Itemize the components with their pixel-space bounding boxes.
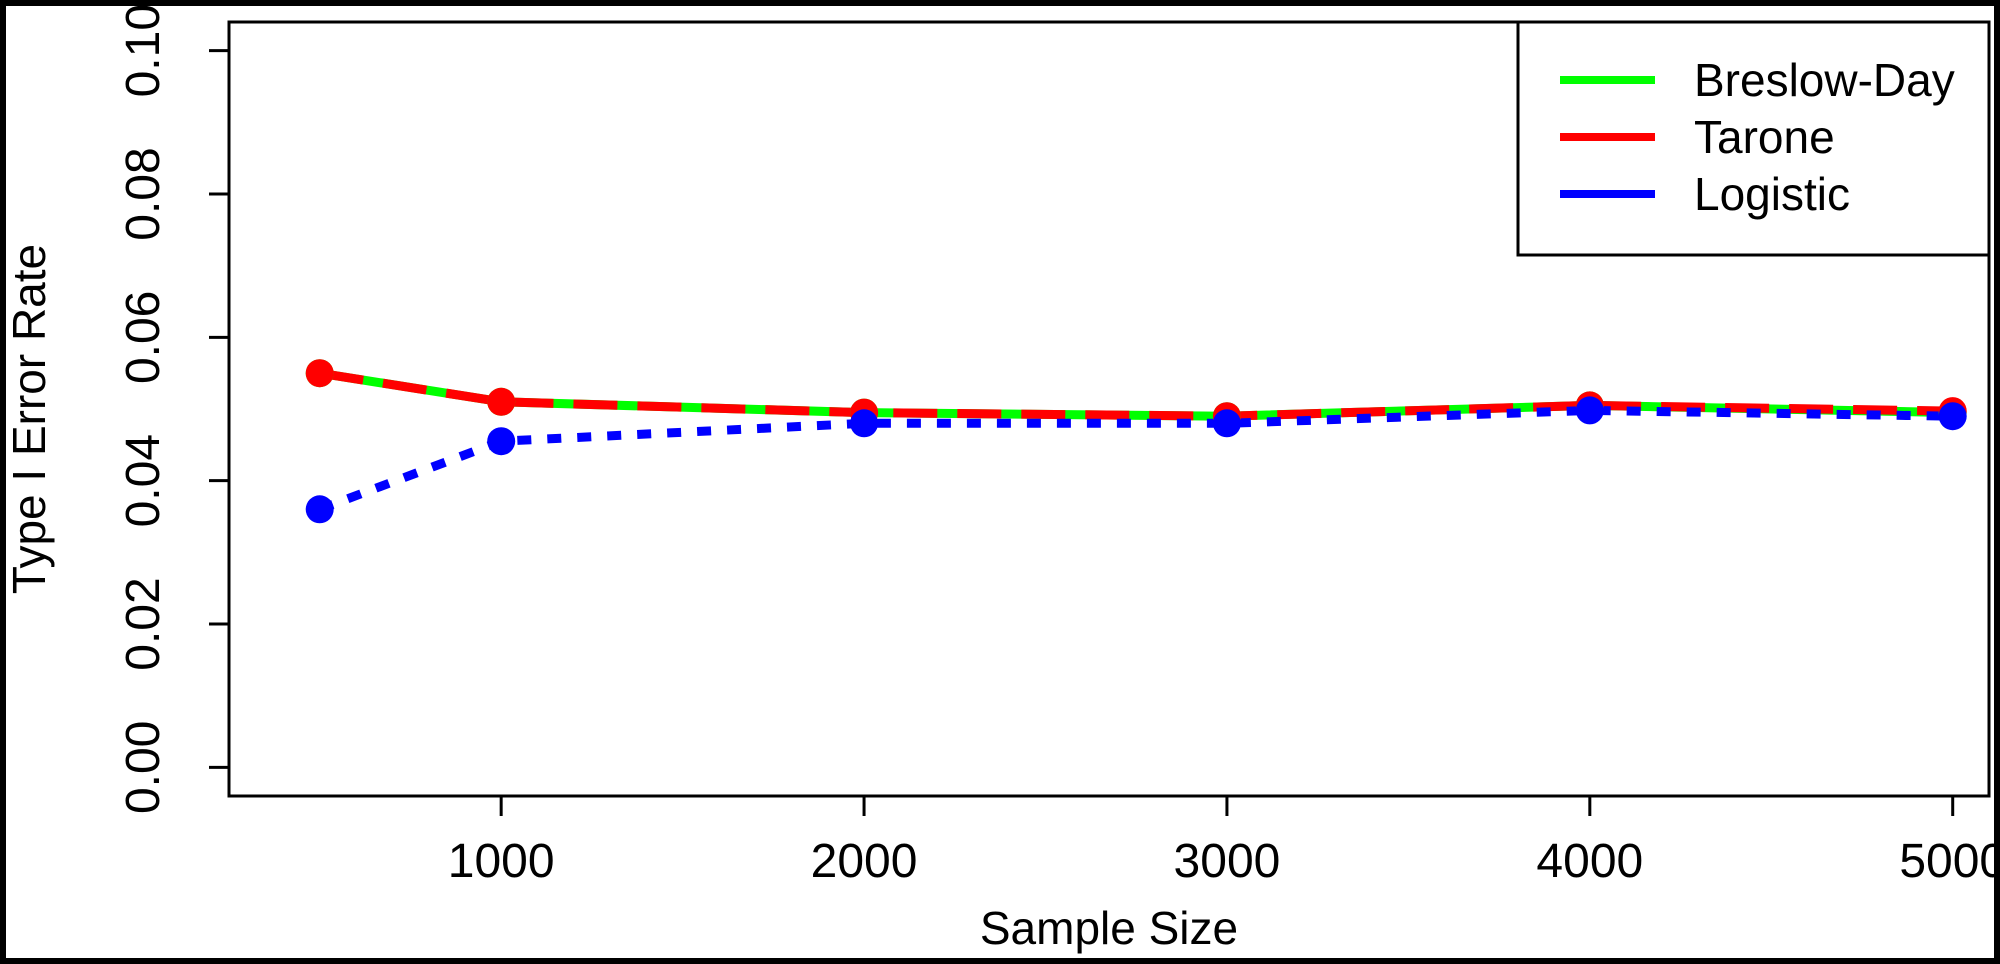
y-tick-label: 0.08 [117,147,170,240]
x-tick-label: 3000 [1174,835,1281,888]
y-tick-label: 0.00 [117,721,170,814]
x-axis-label: Sample Size [980,902,1238,954]
x-tick-label: 2000 [811,835,918,888]
legend-label-tarone: Tarone [1694,111,1835,163]
data-point-logistic [1212,409,1241,438]
legend-label-logistic: Logistic [1694,168,1850,220]
data-point-logistic [1938,402,1967,431]
series-line-tarone [318,368,1953,421]
x-tick-label: 5000 [1899,835,2000,888]
legend-label-breslow-day: Breslow-Day [1694,54,1955,106]
data-point-logistic [305,495,334,524]
y-tick-label: 0.10 [117,4,170,97]
x-tick-label: 1000 [448,835,555,888]
data-point-tarone [487,387,516,416]
data-point-tarone [305,359,334,388]
x-tick-label: 4000 [1536,835,1643,888]
y-axis-label: Type I Error Rate [3,244,55,594]
y-tick-label: 0.04 [117,434,170,527]
y-tick-label: 0.06 [117,291,170,384]
data-point-logistic [1575,396,1604,425]
y-tick-label: 0.02 [117,577,170,670]
data-point-logistic [850,409,879,438]
series-line-logistic [318,405,1953,514]
data-point-logistic [487,427,516,456]
